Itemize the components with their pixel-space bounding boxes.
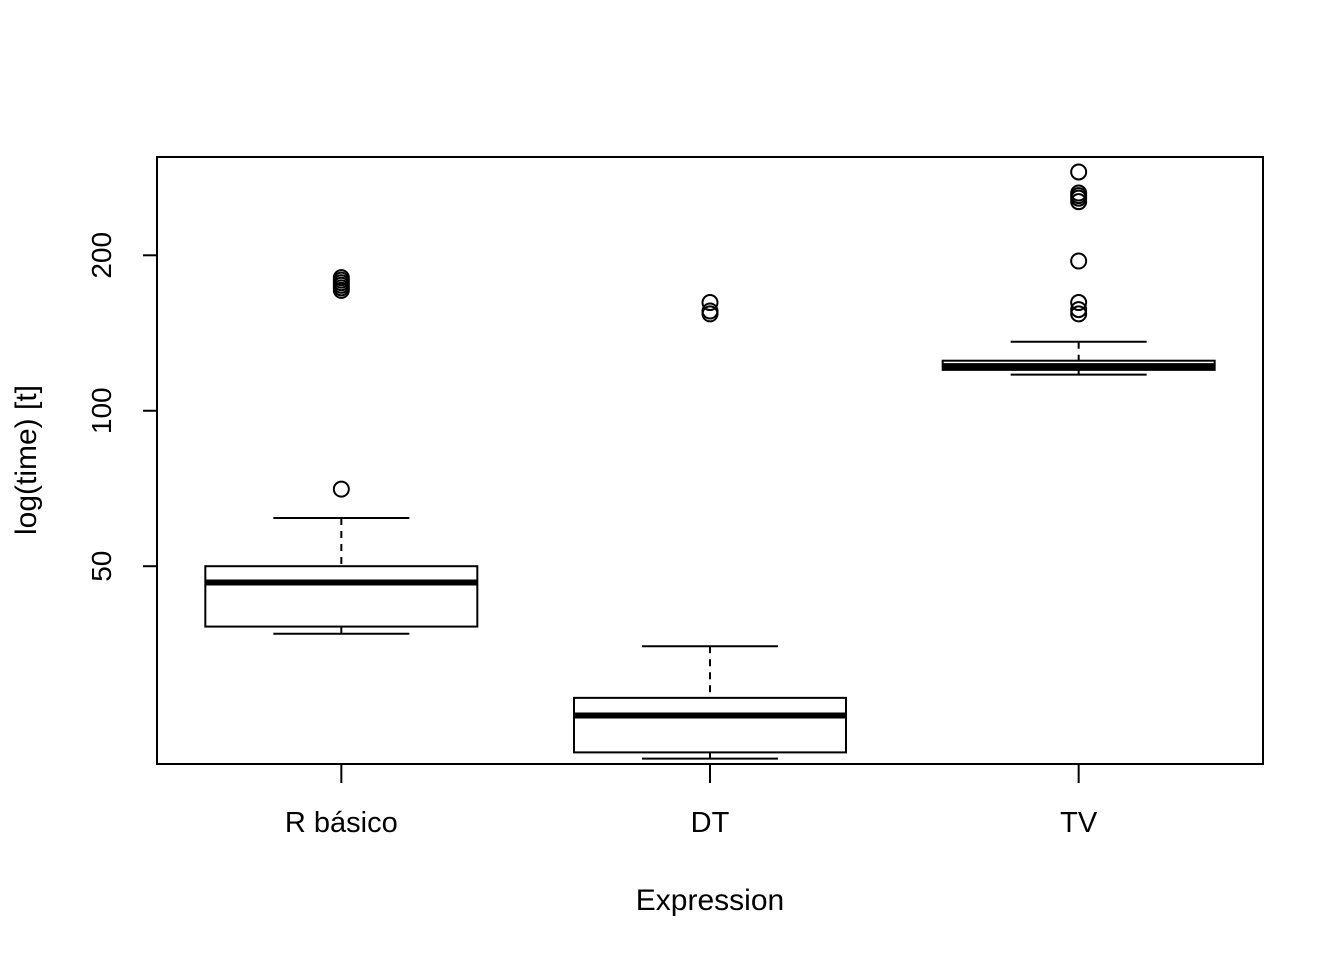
y-axis: 50 100 200: [86, 232, 157, 582]
x-axis-label: Expression: [636, 884, 784, 917]
x-tick-label: TV: [1060, 807, 1098, 839]
y-axis-label: log(time) [t]: [10, 385, 43, 535]
outlier-point: [1070, 252, 1088, 270]
outlier-point: [1070, 301, 1088, 319]
y-tick-label: 50: [86, 551, 117, 582]
outlier-point: [1070, 305, 1088, 323]
outlier-point: [701, 294, 719, 312]
box: [204, 565, 479, 628]
box: [573, 696, 847, 754]
y-tick-label: 200: [86, 232, 117, 279]
outlier-point: [1070, 294, 1088, 312]
outlier-point: [332, 269, 350, 287]
box-group: [204, 269, 479, 635]
outlier-point: [1070, 184, 1088, 202]
outlier-point: [1070, 163, 1088, 181]
y-tick-label: 100: [86, 387, 117, 434]
outlier-point: [701, 302, 719, 320]
box-group: [573, 294, 847, 760]
x-tick-label: R básico: [285, 807, 398, 839]
boxplot-marks: [204, 163, 1216, 760]
x-axis: R básico DT TV: [285, 764, 1098, 839]
x-tick-label: DT: [691, 807, 730, 839]
outlier-point: [332, 480, 350, 498]
box-group: [941, 163, 1216, 376]
